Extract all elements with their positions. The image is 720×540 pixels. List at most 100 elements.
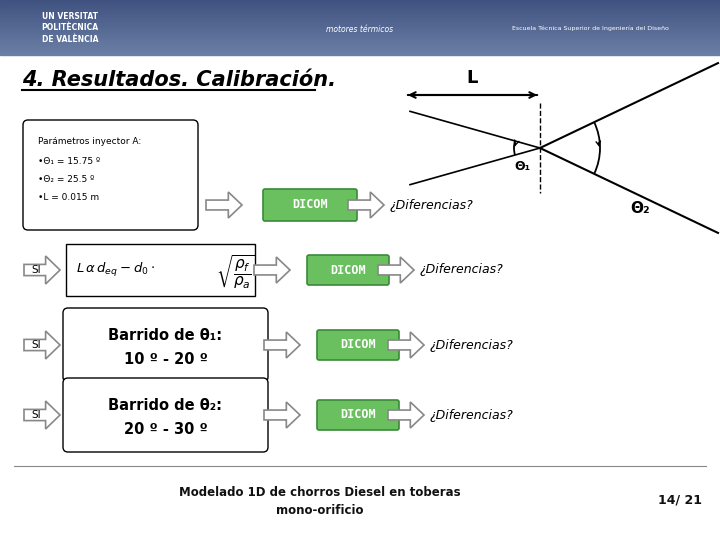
Bar <box>0 14 720 15</box>
Bar <box>0 38 720 39</box>
Polygon shape <box>24 401 60 429</box>
Text: Barrido de θ₁:: Barrido de θ₁: <box>109 327 222 342</box>
Bar <box>0 13 720 14</box>
Bar <box>0 1 720 2</box>
Text: ¿Diferencias?: ¿Diferencias? <box>430 408 514 422</box>
Text: 4. Resultados. Calibración.: 4. Resultados. Calibración. <box>22 70 336 90</box>
Bar <box>0 20 720 21</box>
Text: SI: SI <box>32 265 42 275</box>
Text: 14/ 21: 14/ 21 <box>658 494 702 507</box>
Polygon shape <box>264 332 300 358</box>
Bar <box>0 36 720 37</box>
Bar <box>0 51 720 52</box>
Bar <box>0 37 720 38</box>
Bar <box>0 22 720 23</box>
Bar <box>0 9 720 10</box>
Bar <box>0 5 720 6</box>
Bar <box>0 39 720 40</box>
Text: SI: SI <box>32 340 42 350</box>
FancyBboxPatch shape <box>66 244 255 296</box>
Bar <box>0 35 720 36</box>
Bar <box>0 8 720 9</box>
Text: DICOM: DICOM <box>340 408 376 422</box>
Bar <box>0 27 720 28</box>
Polygon shape <box>378 257 414 283</box>
Text: Barrido de θ₂:: Barrido de θ₂: <box>109 397 222 413</box>
Text: Θ₂: Θ₂ <box>630 201 650 216</box>
Text: Modelado 1D de chorros Diesel en toberas: Modelado 1D de chorros Diesel en toberas <box>179 487 461 500</box>
Bar <box>0 53 720 54</box>
Bar <box>0 15 720 16</box>
Bar <box>0 2 720 3</box>
Bar <box>0 4 720 5</box>
Polygon shape <box>264 402 300 428</box>
Bar <box>0 21 720 22</box>
Bar <box>0 33 720 34</box>
Bar <box>0 48 720 49</box>
FancyBboxPatch shape <box>63 308 268 382</box>
Bar <box>0 10 720 11</box>
Bar <box>0 11 720 12</box>
Text: motores térmicos: motores térmicos <box>326 25 394 35</box>
Bar <box>0 0 720 1</box>
Text: DICOM: DICOM <box>330 264 366 276</box>
Text: L: L <box>467 69 478 87</box>
Text: UN VERSITAT
POLITÈCNICA
DE VALÈNCIA: UN VERSITAT POLITÈCNICA DE VALÈNCIA <box>42 12 99 44</box>
Text: $\sqrt{\dfrac{\rho_f}{\rho_a}}$: $\sqrt{\dfrac{\rho_f}{\rho_a}}$ <box>216 253 256 291</box>
Polygon shape <box>254 257 290 283</box>
Bar <box>0 44 720 45</box>
Polygon shape <box>388 332 424 358</box>
Bar <box>0 24 720 25</box>
Bar <box>0 30 720 31</box>
Bar <box>0 42 720 43</box>
Bar <box>0 23 720 24</box>
Text: •L = 0.015 m: •L = 0.015 m <box>38 193 99 202</box>
Text: 10 º - 20 º: 10 º - 20 º <box>124 352 207 367</box>
Bar <box>0 41 720 42</box>
Text: ¿Diferencias?: ¿Diferencias? <box>390 199 474 212</box>
Bar <box>0 31 720 32</box>
Bar <box>0 6 720 7</box>
Text: ¿Diferencias?: ¿Diferencias? <box>420 264 504 276</box>
Text: Parámetros inyector A:: Parámetros inyector A: <box>38 137 141 146</box>
Text: DICOM: DICOM <box>340 339 376 352</box>
Bar <box>0 29 720 30</box>
Text: •Θ₁ = 15.75 º: •Θ₁ = 15.75 º <box>38 157 100 166</box>
Bar <box>0 45 720 46</box>
Bar <box>0 12 720 13</box>
Polygon shape <box>206 192 242 218</box>
FancyBboxPatch shape <box>307 255 389 285</box>
Polygon shape <box>0 466 720 540</box>
Text: 20 º - 30 º: 20 º - 30 º <box>124 422 207 436</box>
FancyBboxPatch shape <box>317 330 399 360</box>
Text: $L\,\alpha\,d_{eq} - d_0\cdot$: $L\,\alpha\,d_{eq} - d_0\cdot$ <box>76 261 155 279</box>
Bar <box>0 47 720 48</box>
Text: •Θ₂ = 25.5 º: •Θ₂ = 25.5 º <box>38 175 94 184</box>
Bar <box>0 25 720 26</box>
Polygon shape <box>388 402 424 428</box>
Text: Escuela Técnica Superior de Ingeniería del Diseño: Escuela Técnica Superior de Ingeniería d… <box>512 25 668 31</box>
Bar <box>0 43 720 44</box>
FancyBboxPatch shape <box>263 189 357 221</box>
Polygon shape <box>348 192 384 218</box>
Bar <box>0 28 720 29</box>
Bar <box>0 19 720 20</box>
Bar <box>0 49 720 50</box>
Text: SI: SI <box>32 410 42 420</box>
Text: ¿Diferencias?: ¿Diferencias? <box>430 339 514 352</box>
Bar <box>0 40 720 41</box>
Bar <box>0 54 720 55</box>
FancyBboxPatch shape <box>23 120 198 230</box>
Bar <box>0 17 720 18</box>
Bar <box>0 46 720 47</box>
FancyBboxPatch shape <box>317 400 399 430</box>
Bar <box>0 18 720 19</box>
Bar <box>0 7 720 8</box>
Text: DICOM: DICOM <box>292 199 328 212</box>
Bar <box>0 16 720 17</box>
Bar <box>0 50 720 51</box>
Bar <box>0 32 720 33</box>
Text: mono-orificio: mono-orificio <box>276 503 364 516</box>
Bar <box>0 34 720 35</box>
Bar <box>0 52 720 53</box>
